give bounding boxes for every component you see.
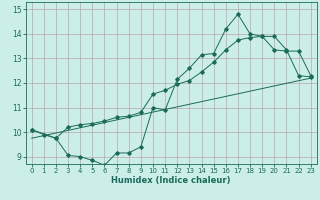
X-axis label: Humidex (Indice chaleur): Humidex (Indice chaleur)	[111, 176, 231, 185]
